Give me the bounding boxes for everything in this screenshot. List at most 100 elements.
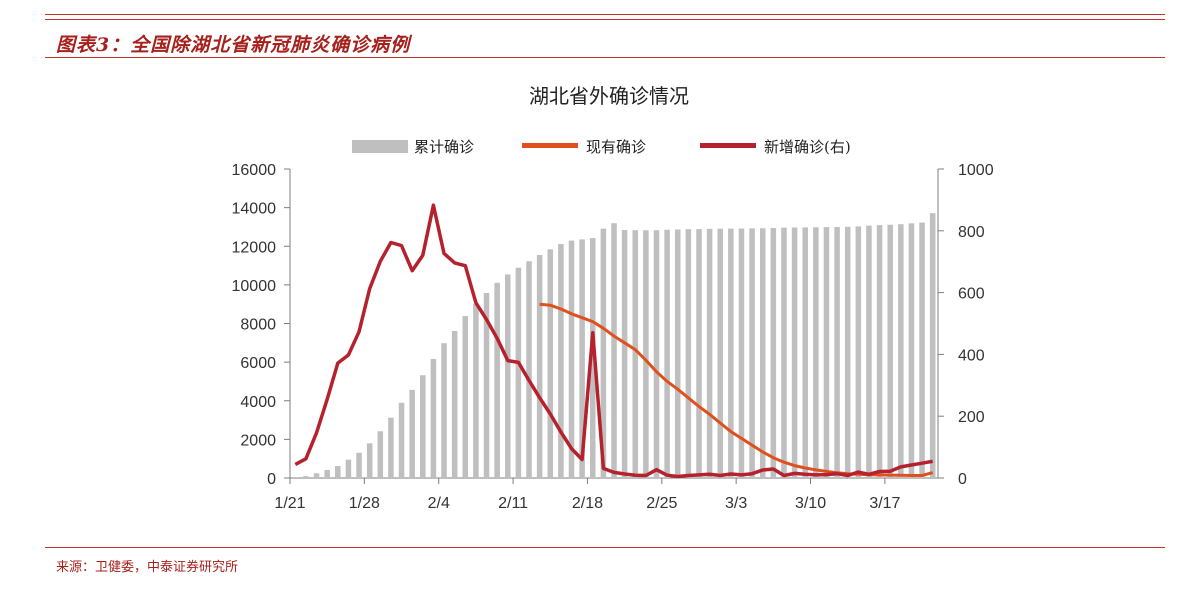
legend-label-current: 现有确诊 — [586, 138, 646, 156]
x-tick-label: 3/10 — [795, 495, 826, 512]
title-rule — [45, 57, 1165, 58]
bar-cumulative — [558, 243, 564, 478]
legend-label-cumulative: 累计确诊 — [414, 138, 474, 156]
bar-cumulative — [706, 228, 713, 478]
bar-cumulative — [632, 230, 639, 478]
bar-cumulative — [303, 476, 309, 478]
bar-cumulative — [462, 316, 469, 478]
bar-cumulative — [813, 227, 819, 478]
x-tick-label: 2/18 — [572, 495, 603, 512]
bottom-rule — [45, 547, 1165, 548]
legend-swatch-cumulative — [352, 140, 408, 153]
bar-cumulative — [494, 282, 500, 478]
bar-cumulative — [791, 227, 798, 478]
y-left-tick-label: 16000 — [232, 162, 277, 179]
bar-cumulative — [834, 226, 840, 478]
x-tick-label: 2/4 — [428, 495, 450, 512]
x-tick-label: 1/28 — [349, 495, 380, 512]
y-left-tick-label: 8000 — [240, 317, 276, 334]
chart-title: 湖北省外确诊情况 — [529, 84, 689, 108]
bar-cumulative — [908, 223, 915, 478]
bar-cumulative — [717, 228, 723, 478]
y-left-tick-label: 10000 — [232, 278, 277, 295]
bar-cumulative — [430, 358, 437, 478]
legend-label-new: 新增确诊(右) — [764, 138, 851, 156]
y-left-tick-label: 2000 — [240, 432, 276, 449]
bar-cumulative — [356, 452, 362, 478]
bar-cumulative — [781, 227, 787, 478]
y-left-tick-label: 0 — [267, 471, 276, 488]
y-left-tick-label: 6000 — [240, 355, 276, 372]
bar-cumulative — [324, 469, 330, 478]
line-new-confirmed — [294, 203, 934, 479]
y-left-tick-label: 14000 — [232, 201, 277, 218]
y-right-tick-label: 800 — [958, 224, 985, 241]
y-left-tick-label: 12000 — [232, 239, 277, 256]
bar-cumulative — [898, 224, 904, 478]
x-tick-label: 3/17 — [869, 495, 900, 512]
bar-cumulative — [919, 222, 925, 478]
bar-cumulative — [600, 228, 607, 478]
bar-cumulative — [568, 240, 575, 478]
lines — [294, 203, 934, 479]
bar-cumulative — [388, 417, 394, 478]
bar-cumulative — [547, 249, 554, 478]
bar-cumulative — [802, 227, 808, 478]
tick-labels: 0 2000 4000 6000 8000 10000 12000 14000 16000 0 20… — [232, 162, 994, 512]
bar-cumulative — [876, 225, 883, 478]
legend-swatch-current — [522, 143, 578, 148]
x-tick-label: 2/25 — [646, 495, 677, 512]
bar-cumulative — [855, 226, 862, 478]
bar-cumulative — [674, 229, 681, 478]
bar-cumulative — [505, 274, 511, 478]
bar-cumulative — [441, 343, 447, 478]
bar-cumulative — [696, 229, 702, 478]
bar-cumulative — [844, 226, 851, 478]
bar-cumulative — [728, 228, 734, 478]
bar-cumulative — [759, 228, 766, 478]
bar-cumulative — [451, 330, 458, 478]
y-right-tick-label: 0 — [958, 471, 967, 488]
x-tick-label: 2/11 — [498, 495, 528, 512]
x-tick-label: 1/21 — [274, 495, 305, 512]
bar-cumulative — [866, 225, 872, 478]
bar-cumulative — [345, 459, 352, 478]
bar-cumulative — [611, 223, 617, 478]
source-note: 来源：卫健委，中泰证券研究所 — [56, 560, 239, 575]
x-tick-label: 3/3 — [725, 495, 747, 512]
bar-cumulative — [887, 224, 893, 478]
bar-cumulative — [398, 402, 405, 478]
y-right-tick-label: 600 — [958, 286, 985, 303]
bar-cumulative — [420, 375, 426, 478]
bar-cumulative — [377, 431, 384, 478]
legend: 累计确诊 现有确诊 新增确诊(右) — [352, 138, 851, 156]
bar-cumulative — [770, 227, 777, 478]
bar-cumulative — [515, 267, 522, 478]
bar-cumulative — [653, 230, 660, 478]
bar-cumulative — [335, 466, 341, 478]
y-right-tick-label: 400 — [958, 347, 985, 364]
bar-cumulative — [473, 303, 479, 478]
top-double-rule — [45, 14, 1165, 20]
bar-cumulative — [929, 213, 936, 479]
bar-cumulative — [749, 228, 755, 478]
y-right-tick-label: 1000 — [958, 162, 994, 179]
bar-cumulative — [664, 229, 670, 478]
y-right-tick-label: 200 — [958, 409, 985, 426]
bar-cumulative — [738, 228, 745, 478]
bar-cumulative — [526, 261, 532, 478]
bar-cumulative — [685, 229, 692, 478]
bars-cumulative — [292, 213, 936, 479]
y-left-tick-label: 4000 — [240, 394, 276, 411]
bar-cumulative — [643, 230, 649, 478]
bar-cumulative — [536, 255, 543, 478]
legend-swatch-new — [700, 143, 756, 148]
bar-cumulative — [409, 389, 415, 478]
bar-cumulative — [823, 227, 830, 478]
bar-cumulative — [483, 293, 490, 478]
figure-title: 图表3：全国除湖北省新冠肺炎确诊病例 — [56, 34, 411, 56]
bar-cumulative — [366, 443, 373, 478]
bar-cumulative — [579, 239, 585, 478]
bar-cumulative — [589, 238, 596, 478]
